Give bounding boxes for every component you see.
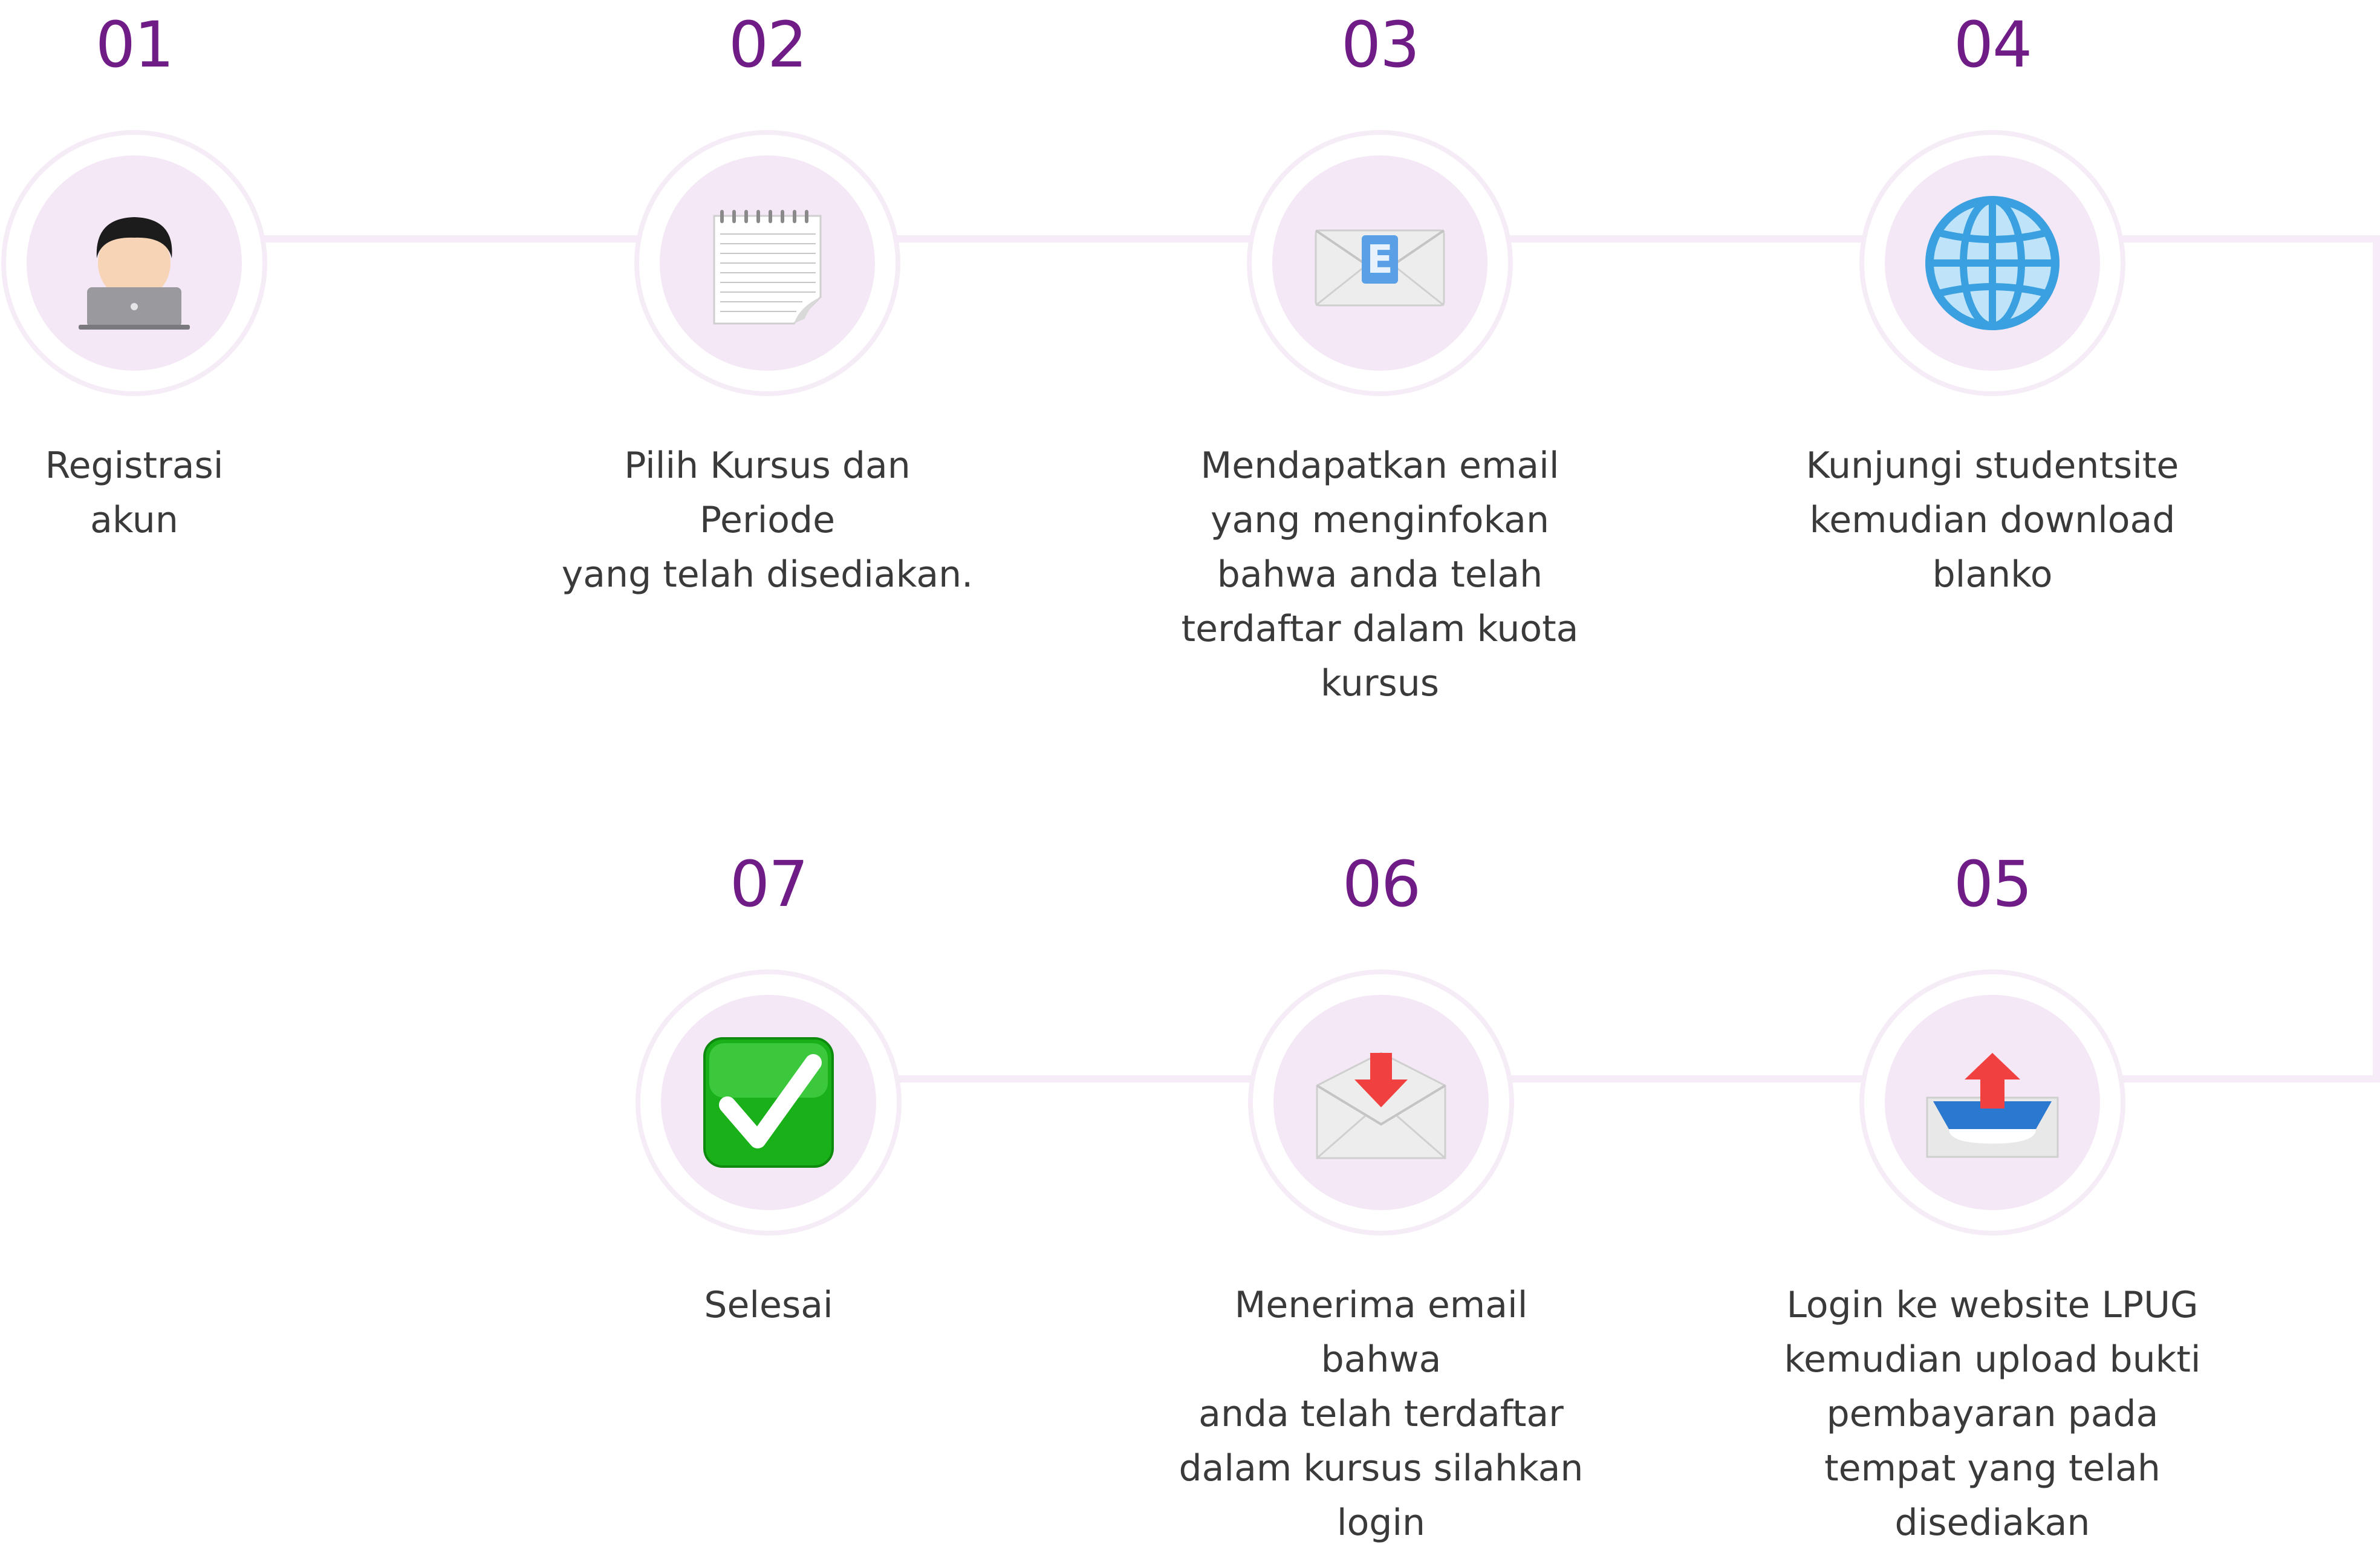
connector-right-05 [2116, 1075, 2380, 1083]
check-mark-icon [703, 1037, 834, 1168]
step-circle [636, 969, 902, 1236]
connector-02-03 [889, 235, 1252, 243]
email-envelope-icon: E [1315, 229, 1445, 307]
step-number: 04 [1953, 8, 2032, 82]
incoming-envelope-icon [1316, 1052, 1446, 1159]
connector-06-07 [889, 1075, 1252, 1083]
svg-text:E: E [1367, 238, 1393, 282]
step-circle [634, 130, 900, 396]
connector-05-06 [1500, 1075, 1868, 1083]
step-circle [1, 130, 267, 396]
outbox-tray-icon [1926, 1053, 2059, 1158]
technologist-icon [79, 217, 190, 330]
step-description: Mendapatkan email yang menginfokan bahwa… [1181, 444, 1579, 705]
step-description: Registrasi akun [45, 444, 224, 541]
step-circle: E [1247, 130, 1513, 396]
step-number: 05 [1953, 847, 2032, 921]
connector-04-right [2116, 235, 2380, 243]
step-circle [1859, 969, 2125, 1236]
connector-01-02 [260, 235, 647, 243]
step-description: Pilih Kursus dan Periode yang telah dise… [561, 444, 974, 596]
step-number: 06 [1342, 847, 1421, 921]
step-description: Login ke website LPUG kemudian upload bu… [1784, 1284, 2201, 1544]
step-number: 03 [1341, 8, 1420, 82]
connector-vertical [2373, 235, 2380, 1082]
step-description: Selesai [704, 1284, 833, 1326]
step-description: Menerima email bahwa anda telah terdafta… [1179, 1284, 1584, 1544]
step-description: Kunjungi studentsite kemudian download b… [1806, 444, 2179, 596]
step-number: 02 [728, 8, 807, 82]
globe-icon [1925, 196, 2060, 330]
connector-03-04 [1500, 235, 1868, 243]
notepad-icon [713, 210, 822, 325]
step-circle [1248, 969, 1514, 1236]
step-circle [1859, 130, 2125, 396]
step-number: 07 [729, 847, 808, 921]
step-number: 01 [95, 8, 174, 82]
